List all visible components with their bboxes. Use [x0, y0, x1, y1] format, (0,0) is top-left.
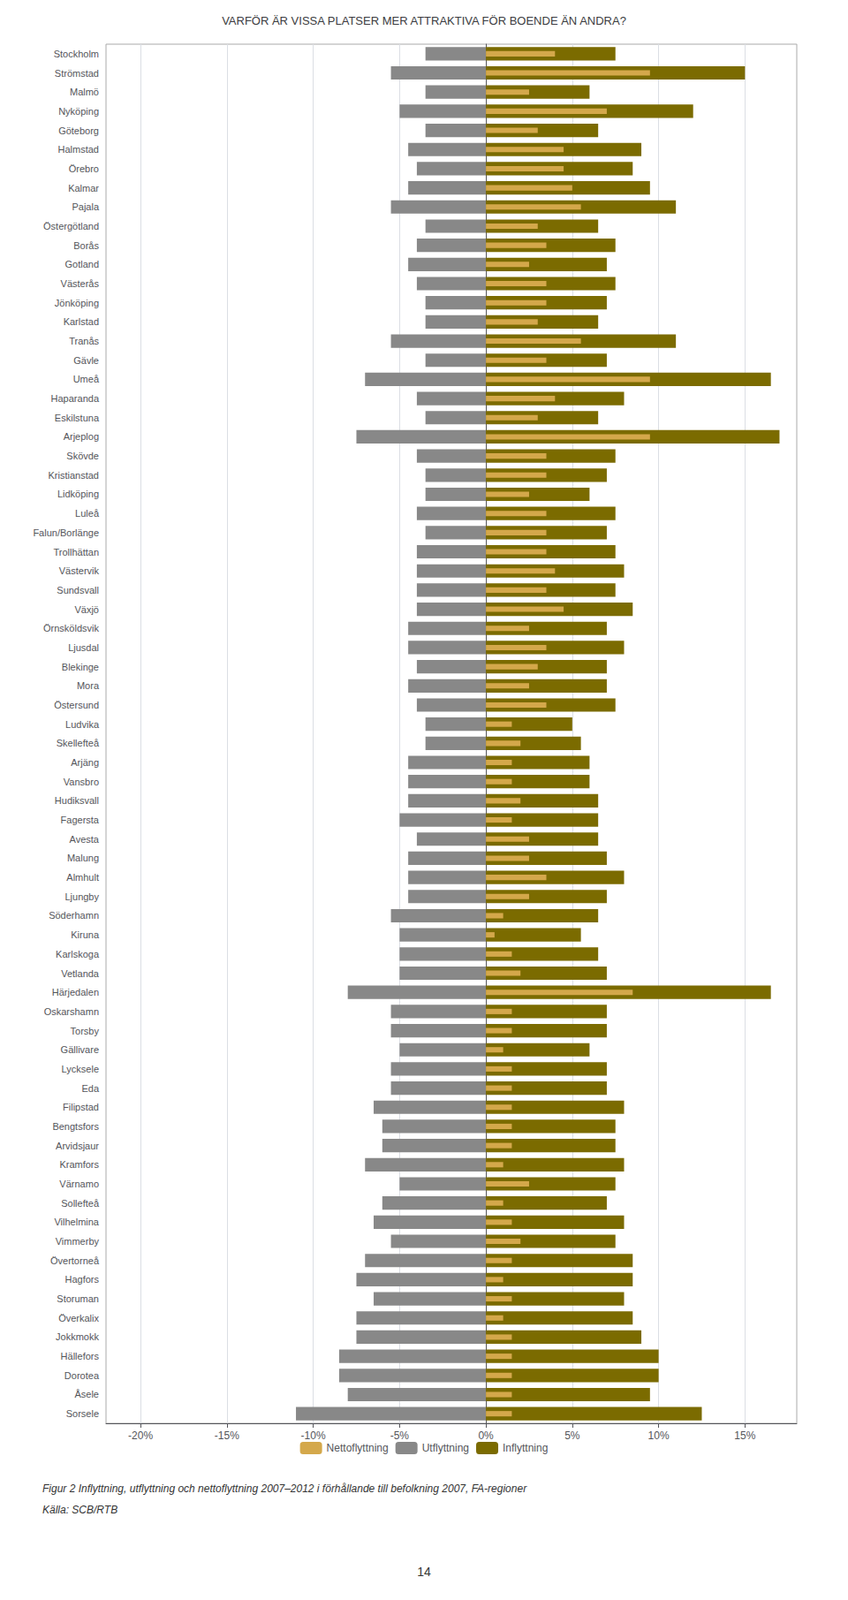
svg-text:Hällefors: Hällefors [60, 1350, 100, 1362]
svg-text:Örnsköldsvik: Örnsköldsvik [43, 622, 99, 634]
svg-text:Överkalix: Överkalix [58, 1312, 99, 1324]
svg-text:Vilhelmina: Vilhelmina [53, 1216, 99, 1227]
svg-text:Vansbro: Vansbro [63, 776, 99, 788]
svg-text:Örebro: Örebro [68, 163, 99, 175]
svg-text:Söderhamn: Söderhamn [48, 909, 99, 921]
svg-text:Kalmar: Kalmar [68, 182, 99, 194]
svg-text:Arjäng: Arjäng [70, 757, 99, 768]
svg-text:Lidköping: Lidköping [57, 488, 99, 500]
svg-text:Strömstad: Strömstad [54, 68, 99, 79]
svg-text:Torsby: Torsby [70, 1025, 100, 1037]
svg-text:Eskilstuna: Eskilstuna [54, 412, 100, 424]
svg-text:Vetlanda: Vetlanda [60, 968, 100, 979]
svg-text:Karlskoga: Karlskoga [55, 948, 100, 960]
svg-text:Stockholm: Stockholm [53, 48, 99, 60]
svg-text:Luleå: Luleå [75, 507, 100, 519]
svg-text:Skövde: Skövde [66, 450, 99, 462]
svg-text:Kristianstad: Kristianstad [48, 469, 99, 481]
svg-text:Trollhättan: Trollhättan [53, 546, 99, 558]
svg-text:Falun/Borlänge: Falun/Borlänge [32, 527, 99, 538]
svg-text:Utflyttning: Utflyttning [422, 1441, 470, 1454]
svg-text:15%: 15% [734, 1429, 756, 1442]
svg-text:-5%: -5% [390, 1429, 410, 1442]
svg-text:Östergötland: Östergötland [43, 220, 99, 232]
svg-text:Mora: Mora [76, 680, 100, 691]
svg-text:Blekinge: Blekinge [61, 661, 99, 673]
svg-text:Nyköping: Nyköping [58, 106, 99, 117]
svg-text:Västervik: Västervik [59, 565, 100, 576]
svg-text:-20%: -20% [128, 1429, 153, 1442]
svg-text:Gotland: Gotland [64, 258, 99, 270]
svg-text:14: 14 [416, 1564, 432, 1579]
svg-text:5%: 5% [564, 1429, 581, 1442]
svg-text:Sundsvall: Sundsvall [56, 584, 99, 596]
svg-text:Skellefteå: Skellefteå [56, 737, 100, 749]
svg-text:Östersund: Östersund [53, 699, 99, 711]
svg-text:Karlstad: Karlstad [63, 316, 99, 327]
svg-text:-15%: -15% [214, 1429, 240, 1442]
svg-text:Fagersta: Fagersta [60, 814, 100, 826]
svg-text:Ljungby: Ljungby [64, 891, 99, 902]
svg-text:Borås: Borås [73, 240, 99, 251]
svg-text:Arjeplog: Arjeplog [63, 431, 99, 442]
svg-text:10%: 10% [648, 1429, 670, 1442]
svg-text:Bengtsfors: Bengtsfors [52, 1120, 99, 1132]
svg-text:Halmstad: Halmstad [58, 143, 99, 155]
svg-text:Vimmerby: Vimmerby [55, 1235, 100, 1247]
svg-text:Oskarshamn: Oskarshamn [44, 1006, 99, 1017]
svg-text:Pajala: Pajala [71, 201, 99, 212]
svg-text:Hagfors: Hagfors [64, 1273, 99, 1285]
svg-text:Dorotea: Dorotea [64, 1370, 100, 1381]
svg-text:Storuman: Storuman [56, 1293, 99, 1304]
svg-text:Kramfors: Kramfors [59, 1158, 99, 1170]
svg-text:0%: 0% [477, 1429, 494, 1442]
svg-text:Hudiksvall: Hudiksvall [54, 795, 99, 806]
svg-text:Jokkmokk: Jokkmokk [55, 1331, 99, 1342]
svg-text:Ljusdal: Ljusdal [68, 642, 99, 653]
svg-text:Lycksele: Lycksele [61, 1063, 99, 1075]
svg-text:Eda: Eda [81, 1082, 99, 1094]
svg-text:Göteborg: Göteborg [58, 125, 99, 137]
svg-text:Nettoflyttning: Nettoflyttning [326, 1441, 389, 1454]
svg-text:Växjö: Växjö [74, 604, 99, 615]
svg-text:Tranås: Tranås [68, 335, 99, 347]
svg-text:Kiruna: Kiruna [70, 929, 100, 940]
svg-text:Åsele: Åsele [74, 1388, 99, 1400]
svg-text:Haparanda: Haparanda [51, 393, 100, 404]
svg-text:Sollefteå: Sollefteå [60, 1197, 100, 1209]
svg-text:Umeå: Umeå [73, 373, 100, 385]
svg-text:Ludvika: Ludvika [65, 719, 100, 730]
svg-text:Inflyttning: Inflyttning [502, 1441, 548, 1454]
svg-text:Västerås: Västerås [60, 278, 100, 289]
svg-text:VARFÖR ÄR VISSA PLATSER MER AT: VARFÖR ÄR VISSA PLATSER MER ATTRAKTIVA F… [221, 14, 627, 28]
svg-text:Härjedalen: Härjedalen [52, 986, 99, 998]
svg-text:Filipstad: Filipstad [62, 1101, 99, 1113]
svg-text:Almhult: Almhult [66, 871, 99, 883]
svg-text:Avesta: Avesta [69, 833, 100, 845]
svg-text:Malmö: Malmö [69, 86, 99, 98]
svg-text:Malung: Malung [67, 852, 99, 864]
svg-text:Jönköping: Jönköping [54, 297, 99, 309]
svg-text:Arvidsjaur: Arvidsjaur [55, 1140, 99, 1151]
svg-text:Övertorneå: Övertorneå [50, 1255, 100, 1266]
svg-text:Sorsele: Sorsele [66, 1408, 99, 1419]
svg-text:Källa: SCB/RTB: Källa: SCB/RTB [42, 1503, 118, 1516]
svg-text:Värnamo: Värnamo [59, 1178, 99, 1189]
svg-text:Gällivare: Gällivare [60, 1044, 99, 1055]
svg-text:-10%: -10% [301, 1429, 326, 1442]
svg-text:Gävle: Gävle [73, 355, 99, 366]
svg-text:Figur 2 Inflyttning, utflyttni: Figur 2 Inflyttning, utflyttning och net… [42, 1482, 528, 1495]
